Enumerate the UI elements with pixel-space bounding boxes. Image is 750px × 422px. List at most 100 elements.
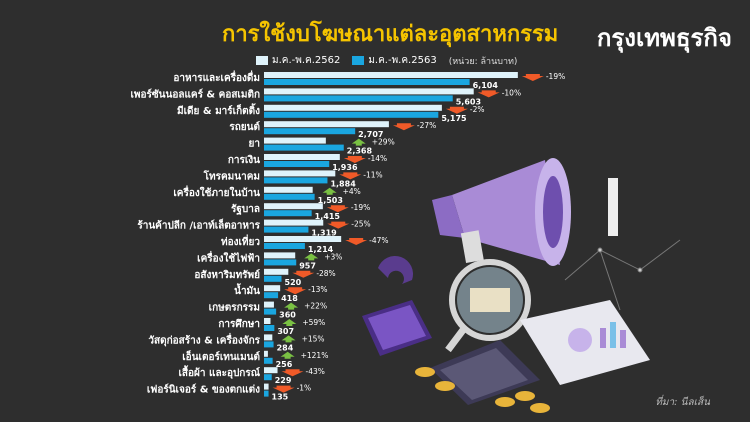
bar-2562	[264, 367, 278, 374]
value-label: 1,415	[315, 212, 341, 221]
change-down-arrow	[521, 74, 544, 81]
bar-2563	[264, 177, 328, 184]
bar-2562	[264, 154, 340, 160]
change-down-arrow	[327, 221, 350, 229]
bar-2562	[264, 268, 289, 275]
change-label: -43%	[306, 367, 325, 376]
legend: ม.ค.-พ.ค.2562 ม.ค.-พ.ค.2563 (หน่วย: ล้าน…	[256, 53, 517, 68]
change-label: -27%	[417, 121, 436, 130]
category-label: ยา	[249, 139, 260, 150]
category-label: อสังหาริมทรัพย์	[194, 269, 260, 281]
category-label: การศึกษา	[218, 318, 260, 330]
bar-2563	[264, 161, 330, 167]
bar-2562	[264, 334, 273, 341]
change-down-arrow	[284, 287, 307, 295]
bar-2563	[264, 292, 279, 299]
category-label: ร้านค้าปลีก /เอาท์เล็ตอาหาร	[137, 218, 260, 232]
bar-2562	[264, 88, 474, 95]
value-label: 256	[276, 360, 293, 369]
bar-2563	[264, 243, 305, 249]
legend-item-2563: ม.ค.-พ.ค.2563	[352, 53, 437, 68]
change-label: -14%	[368, 154, 387, 163]
bar-2562	[264, 219, 324, 226]
change-up-arrow	[284, 302, 299, 310]
bar-2563	[264, 259, 297, 266]
value-label: 6,104	[473, 81, 499, 90]
bar-2563	[264, 374, 272, 381]
category-label: การเงิน	[228, 154, 260, 166]
change-label: -10%	[502, 88, 521, 97]
legend-swatch-2563	[352, 56, 365, 65]
bar-2563	[264, 193, 315, 200]
change-down-arrow	[326, 205, 349, 213]
change-label: -47%	[369, 236, 388, 245]
change-label: +29%	[372, 138, 395, 147]
side-tag	[608, 178, 618, 236]
value-label: 5,175	[441, 114, 467, 123]
bar-2562	[264, 203, 323, 210]
value-label: 360	[279, 311, 296, 320]
category-label: เครื่องใช้ไฟฟ้า	[197, 250, 260, 264]
bar-2563	[264, 325, 275, 331]
bar-2562	[264, 318, 271, 324]
category-label: เสื้อผ้า และอุปกรณ์	[179, 365, 261, 379]
bar-2563	[264, 128, 356, 135]
category-label: เพอร์ซันนอลแคร์ & คอสเมติก	[130, 88, 260, 100]
change-up-arrow	[282, 319, 297, 326]
change-label: -28%	[316, 269, 335, 278]
change-down-arrow	[445, 106, 468, 114]
value-label: 5,603	[456, 97, 481, 106]
bar-2562	[264, 252, 296, 259]
legend-label-2562: ม.ค.-พ.ค.2562	[272, 55, 341, 66]
change-label: -13%	[308, 285, 327, 294]
bar-2563	[264, 275, 282, 282]
change-label: +121%	[301, 351, 329, 360]
value-label: 1,884	[330, 179, 356, 188]
bar-2563	[264, 79, 470, 85]
bar-2563	[264, 111, 439, 118]
change-down-arrow	[392, 123, 415, 131]
change-label: +22%	[304, 302, 327, 311]
category-label: มีเดีย & มาร์เก็ตติ้ง	[177, 103, 260, 117]
category-label: เอ็นเตอร์เทนเมนต์	[182, 349, 260, 363]
bar-2563	[264, 357, 273, 364]
change-label: +4%	[343, 187, 361, 196]
change-label: -2%	[470, 105, 485, 114]
bar-2562	[264, 285, 281, 292]
bar-2562	[264, 350, 268, 357]
bar-2562	[264, 121, 389, 128]
category-label: เครื่องใช้ภายในบ้าน	[173, 185, 260, 199]
value-label: 135	[272, 393, 289, 402]
change-down-arrow	[343, 156, 366, 163]
change-label: +3%	[324, 252, 342, 261]
legend-item-2562: ม.ค.-พ.ค.2562	[256, 53, 340, 68]
unit-label: (หน่วย: ล้านบาท)	[448, 56, 518, 67]
value-label: 957	[299, 261, 316, 270]
bar-2563	[264, 144, 344, 151]
value-label: 1,503	[318, 196, 343, 205]
category-label: รถยนต์	[229, 121, 260, 133]
value-label: 284	[277, 343, 294, 352]
value-label: 1,319	[311, 229, 337, 238]
change-label: -25%	[351, 220, 370, 229]
value-label: 2,368	[347, 147, 373, 156]
category-label: เฟอร์นิเจอร์ & ของตกแต่ง	[147, 384, 260, 396]
value-label: 418	[281, 294, 298, 303]
change-down-arrow	[292, 270, 315, 278]
category-label: ท่องเที่ยว	[221, 234, 260, 248]
bar-2562	[264, 301, 274, 308]
bar-2562	[264, 104, 442, 111]
bar-2562	[264, 170, 336, 177]
source-note: ที่มา: นีลเส็น	[655, 397, 710, 408]
legend-label-2563: ม.ค.-พ.ค.2563	[368, 55, 437, 66]
value-label: 1,936	[332, 163, 358, 172]
bar-2562	[264, 186, 313, 193]
bar-2563	[264, 226, 309, 233]
bar-2562	[264, 72, 518, 78]
change-label: -11%	[363, 170, 382, 179]
change-label: +15%	[302, 334, 325, 343]
change-up-arrow	[351, 138, 366, 146]
category-label: วัสดุก่อสร้าง & เครื่องจักร	[148, 332, 260, 346]
bar-2563	[264, 95, 453, 102]
